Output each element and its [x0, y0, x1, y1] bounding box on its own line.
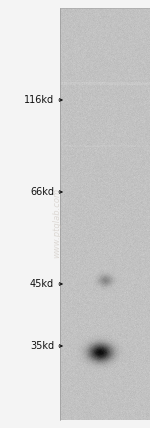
Text: 45kd: 45kd: [30, 279, 54, 289]
Text: www.ptglab.com: www.ptglab.com: [52, 187, 62, 258]
Text: 66kd: 66kd: [30, 187, 54, 197]
Text: 116kd: 116kd: [24, 95, 54, 105]
Text: 35kd: 35kd: [30, 341, 54, 351]
